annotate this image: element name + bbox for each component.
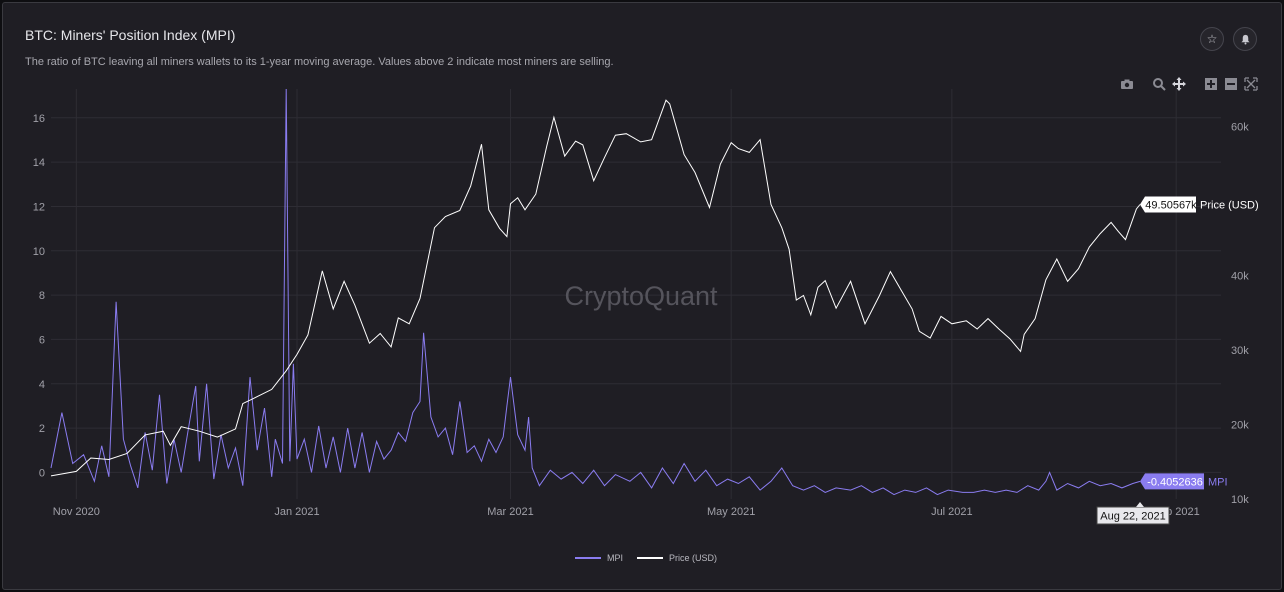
zoom-out-icon[interactable] [1223, 77, 1239, 93]
legend-item-price[interactable]: Price (USD) [637, 553, 717, 563]
right-tick-label: 60k [1231, 121, 1249, 133]
left-tick-label: 16 [33, 113, 45, 125]
price-value-tag [1140, 196, 1196, 213]
hover-date-pointer [1136, 502, 1144, 507]
grid-lines [51, 89, 1221, 499]
pan-icon[interactable] [1171, 77, 1187, 93]
x-tick-label: Nov 2020 [53, 506, 100, 518]
chart-toolbar [1119, 77, 1259, 93]
right-tick-label: 40k [1231, 270, 1249, 282]
left-axis: 0 2 4 6 8 10 12 14 16 [33, 113, 45, 480]
right-axis: 10k 20k 30k 40k 60k [1231, 121, 1249, 506]
hover-annotations: 49.50567k Price (USD) -0.4052636 MPI Aug 22,… [1096, 196, 1259, 525]
left-tick-label: 6 [39, 334, 45, 346]
x-axis: Nov 2020 Jan 2021 Mar 2021 May 2021 Jul 2021… [53, 506, 1200, 518]
x-tick-label: May 2021 [707, 506, 755, 518]
camera-icon[interactable] [1119, 77, 1135, 93]
legend-swatch-price [637, 557, 664, 559]
chart-title: BTC: Miners' Position Index (MPI) [25, 27, 236, 43]
left-tick-label: 0 [39, 467, 45, 479]
price-series-name: Price (USD) [1200, 200, 1259, 212]
x-tick-label: Jul 2021 [931, 506, 973, 518]
right-tick-label: 20k [1231, 419, 1249, 431]
mpi-price-chart[interactable]: CryptoQuant 0 2 4 6 8 10 12 14 16 10k 20k 30k 40k 60… [3, 3, 1281, 589]
left-tick-label: 2 [39, 423, 45, 435]
left-tick-label: 12 [33, 201, 45, 213]
mpi-series-line[interactable] [50, 88, 1141, 496]
legend-swatch-mpi [575, 557, 601, 559]
zoom-icon[interactable] [1151, 77, 1167, 93]
chart-subtitle: The ratio of BTC leaving all miners wall… [25, 56, 614, 68]
favorite-star-icon[interactable]: ☆ [1200, 27, 1224, 51]
left-tick-label: 8 [39, 290, 45, 302]
right-tick-label: 10k [1231, 494, 1249, 506]
right-tick-label: 30k [1231, 345, 1249, 357]
left-tick-label: 10 [33, 246, 45, 258]
hover-date-label: Aug 22, 2021 [1100, 511, 1165, 523]
mpi-series-name: MPI [1208, 476, 1228, 488]
price-series-line[interactable] [50, 99, 1141, 477]
autoscale-icon[interactable] [1243, 77, 1259, 93]
watermark: CryptoQuant [564, 281, 718, 311]
legend-item-mpi[interactable]: MPI [575, 553, 623, 563]
x-tick-label: Jan 2021 [274, 506, 319, 518]
legend-label-price: Price (USD) [669, 553, 718, 563]
left-tick-label: 4 [39, 379, 45, 391]
hover-date-box [1096, 506, 1170, 525]
bell-icon [1240, 34, 1250, 45]
chart-legend: MPI Price (USD) [575, 553, 717, 563]
left-tick-label: 14 [33, 157, 45, 169]
legend-label-mpi: MPI [607, 553, 624, 563]
mpi-value-tag [1140, 473, 1204, 490]
x-tick-label: Mar 2021 [487, 506, 533, 518]
price-value-label: 49.50567k [1145, 200, 1197, 212]
zoom-in-icon[interactable] [1203, 77, 1219, 93]
alert-bell-icon[interactable] [1233, 27, 1257, 51]
mpi-value-label: -0.4052636 [1147, 476, 1203, 488]
